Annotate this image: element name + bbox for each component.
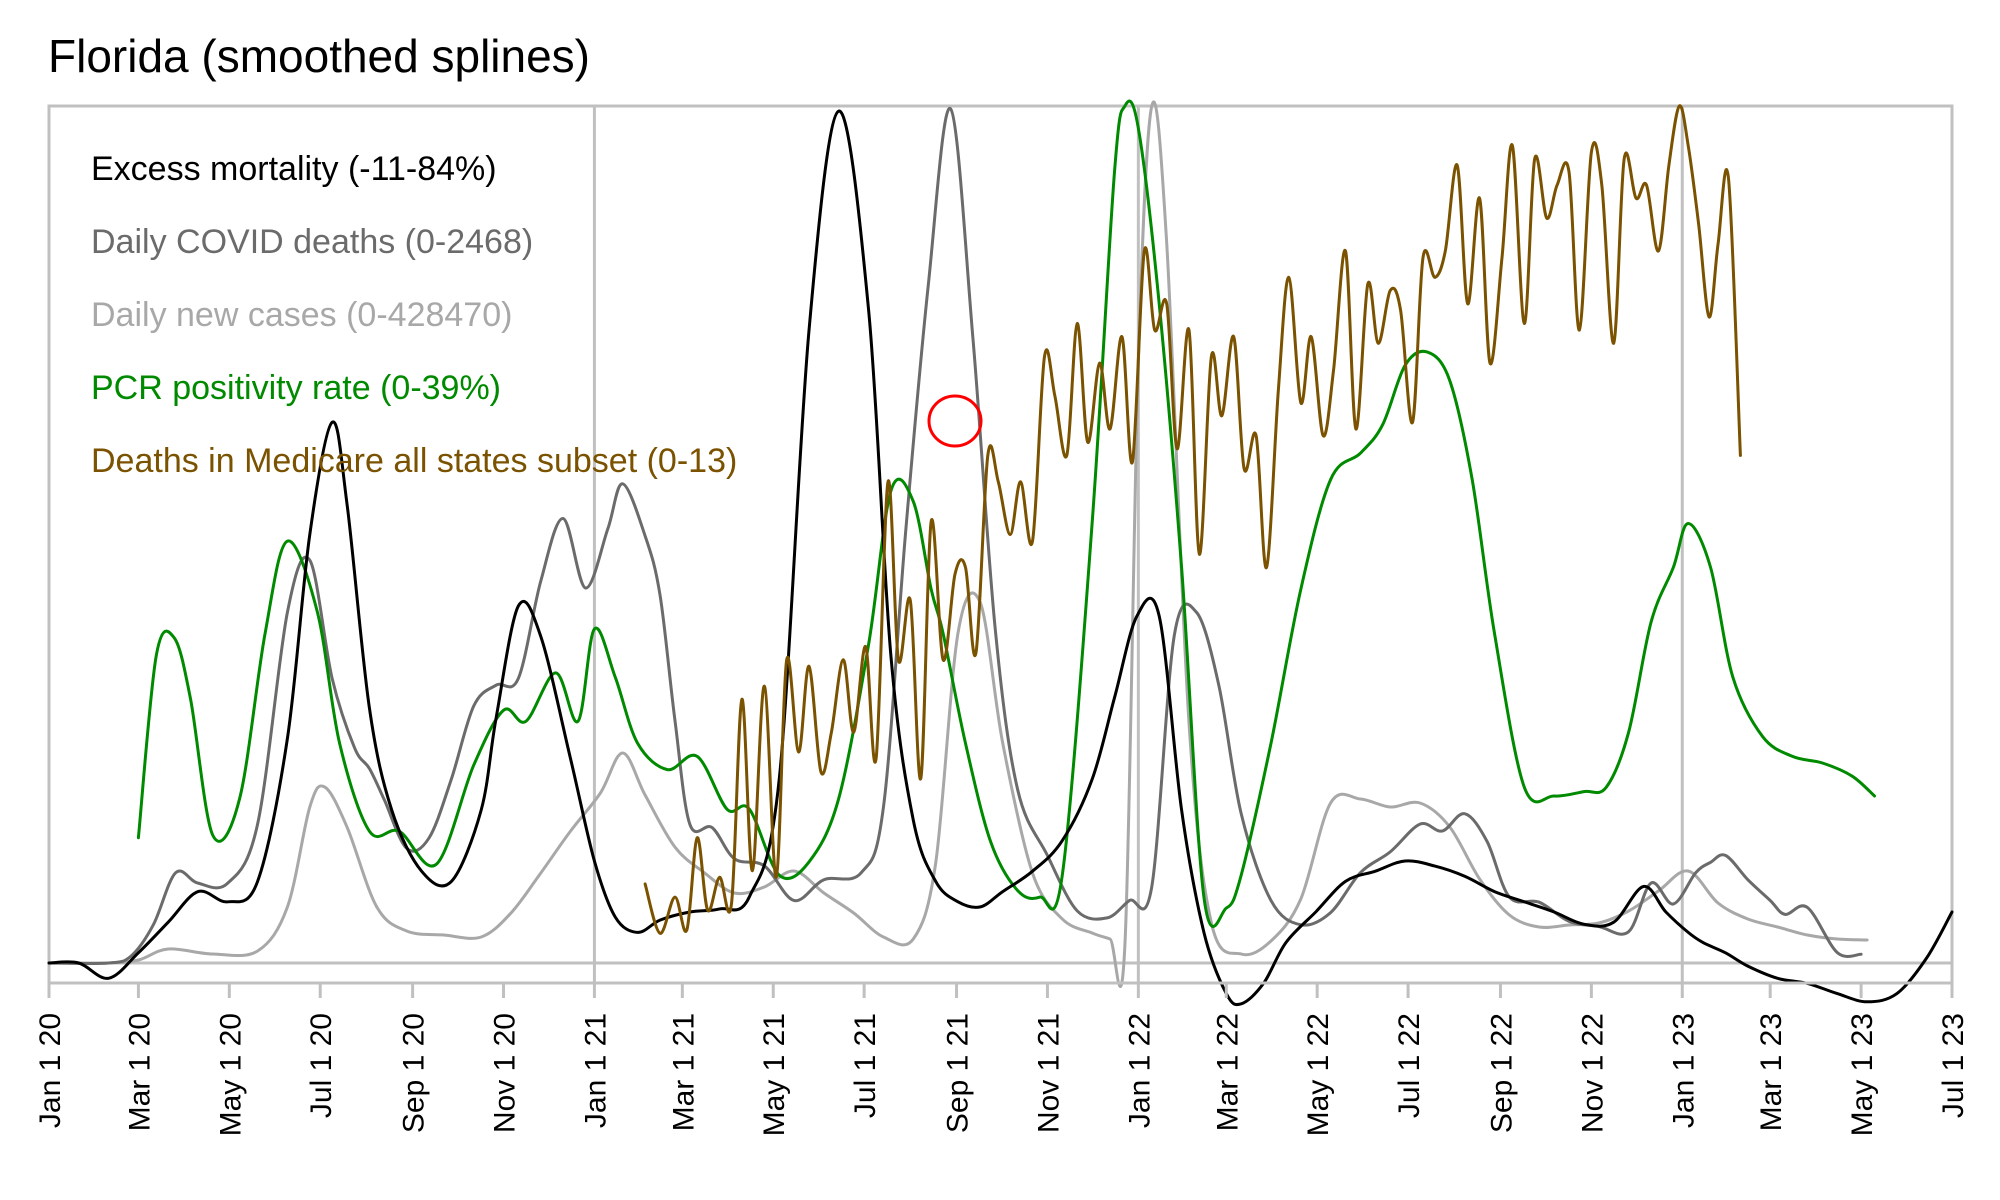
- series-pcr-positivity-line: [136, 99, 1876, 928]
- x-tick-label: Jul 1 22: [1393, 1013, 1426, 1118]
- x-tick-label: Nov 1 22: [1576, 1013, 1609, 1133]
- x-tick-label: Jul 1 21: [849, 1013, 882, 1118]
- legend-entry-daily-new-cases: Daily new cases (0-428470): [91, 296, 512, 334]
- x-tick-label: Mar 1 23: [1755, 1013, 1788, 1131]
- x-axis: Jan 1 20 Mar 1 20 May 1 20 Jul 1 20 Sep 1 20…: [34, 981, 1970, 1136]
- x-tick-label: Sep 1 21: [942, 1013, 975, 1133]
- x-tick-label: Nov 1 21: [1032, 1013, 1065, 1133]
- annotation-circle: [927, 394, 983, 448]
- x-tick-label: Sep 1 20: [398, 1013, 431, 1133]
- chart-title: Florida (smoothed splines): [48, 30, 590, 82]
- x-tick-label: Sep 1 22: [1485, 1013, 1518, 1133]
- legend-entry-excess-mortality: Excess mortality (-11-84%): [91, 150, 497, 188]
- series-excess-mortality: [47, 109, 1954, 1007]
- legend-entry-medicare-deaths: Deaths in Medicare all states subset (0-…: [91, 442, 737, 480]
- x-tick-label: Nov 1 20: [489, 1013, 522, 1133]
- x-tick-label: May 1 20: [214, 1013, 247, 1136]
- x-tick-label: Jan 1 21: [579, 1013, 612, 1128]
- x-tick-label: Mar 1 21: [667, 1013, 700, 1131]
- series-daily-new-cases: [47, 100, 1869, 989]
- x-tick-label: Jan 1 22: [1123, 1013, 1156, 1128]
- x-tick-label: May 1 22: [1302, 1013, 1335, 1136]
- x-tick-label: Jan 1 23: [1667, 1013, 1700, 1128]
- x-tick-label: Jul 1 23: [1937, 1013, 1970, 1118]
- legend-entry-pcr-positivity: PCR positivity rate (0-39%): [91, 369, 501, 407]
- x-tick-label: Mar 1 22: [1211, 1013, 1244, 1131]
- legend: Excess mortality (-11-84%) Daily COVID d…: [91, 150, 737, 480]
- series-pcr-positivity: [136, 99, 1876, 928]
- x-tick-label: Jan 1 20: [34, 1013, 67, 1128]
- series-layer: [47, 99, 1954, 1007]
- x-tick-label: Mar 1 20: [123, 1013, 156, 1131]
- series-medicare-deaths: [643, 104, 1742, 935]
- series-daily-new-cases-line: [47, 100, 1869, 989]
- x-tick-label: Jul 1 20: [305, 1013, 338, 1118]
- series-excess-mortality-line: [47, 109, 1954, 1007]
- series-daily-covid-deaths: [47, 107, 1863, 966]
- legend-entry-daily-covid-deaths: Daily COVID deaths (0-2468): [91, 223, 533, 261]
- x-tick-label: May 1 21: [758, 1013, 791, 1136]
- series-daily-covid-deaths-line: [47, 107, 1863, 966]
- x-tick-label: May 1 23: [1846, 1013, 1879, 1136]
- grid: [47, 104, 1954, 983]
- series-medicare-deaths-line: [643, 104, 1742, 935]
- plot-frame: [47, 104, 1954, 983]
